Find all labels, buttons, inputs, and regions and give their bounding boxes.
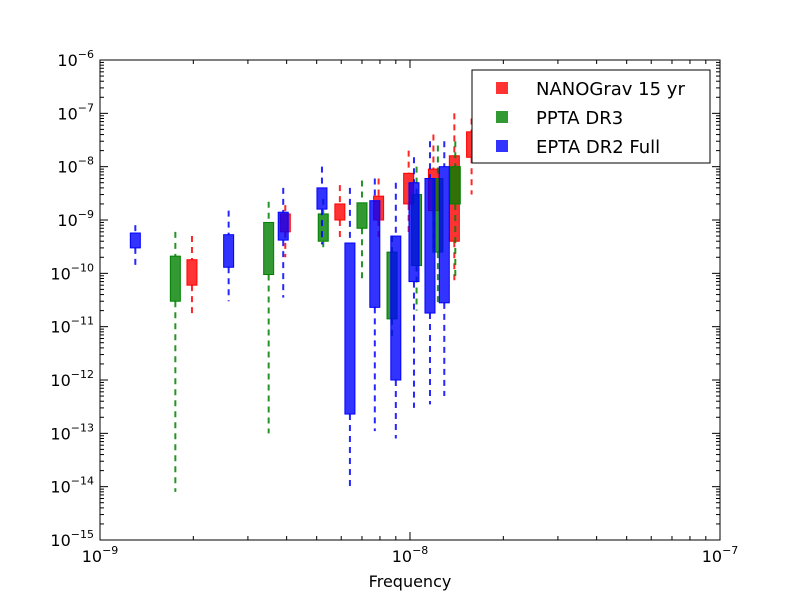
box — [277, 211, 289, 241]
box — [369, 200, 381, 308]
y-tick-label: 10−11 — [50, 315, 94, 337]
y-tick-label: 10−15 — [50, 528, 94, 550]
series-2 — [129, 141, 450, 490]
box — [317, 213, 329, 242]
legend-label: NANOGrav 15 yr — [536, 79, 685, 100]
box — [316, 187, 328, 210]
y-tick-label: 10−13 — [50, 421, 94, 443]
box — [356, 202, 368, 229]
legend-swatch — [496, 111, 508, 123]
box — [449, 166, 461, 205]
y-tick-label: 10−10 — [50, 261, 94, 283]
y-tick-label: 10−7 — [57, 101, 94, 123]
x-tick-label: 10−9 — [82, 544, 119, 566]
box — [408, 182, 420, 283]
legend-swatch — [496, 140, 508, 152]
box — [334, 203, 346, 221]
legend-swatch — [496, 82, 508, 94]
legend-label: PPTA DR3 — [536, 108, 623, 129]
box — [263, 221, 275, 276]
y-tick-label: 10−9 — [57, 208, 94, 230]
ticks-layer: 10−9 10−8 10−7 10−15 10−14 10−13 10−12 10−11 10−… — [50, 48, 738, 566]
box — [438, 166, 450, 304]
box — [390, 235, 402, 381]
x-axis-label: Frequency — [369, 572, 452, 591]
y-tick-label: 10−14 — [50, 475, 94, 497]
legend-frame — [471, 69, 711, 164]
box — [344, 242, 356, 415]
legend: NANOGrav 15 yr PPTA DR3 EPTA DR2 Full — [471, 69, 711, 164]
x-tick-label: 10−8 — [392, 544, 429, 566]
box — [186, 259, 198, 286]
x-tick-label: 10−7 — [702, 544, 739, 566]
box — [223, 234, 235, 268]
box — [424, 177, 436, 314]
y-tick-label: 10−12 — [50, 368, 94, 390]
box — [169, 255, 181, 302]
y-tick-label: 10−6 — [57, 48, 94, 70]
y-tick-label: 10−8 — [57, 155, 94, 177]
box — [129, 232, 141, 249]
legend-label: EPTA DR2 Full — [536, 137, 660, 158]
